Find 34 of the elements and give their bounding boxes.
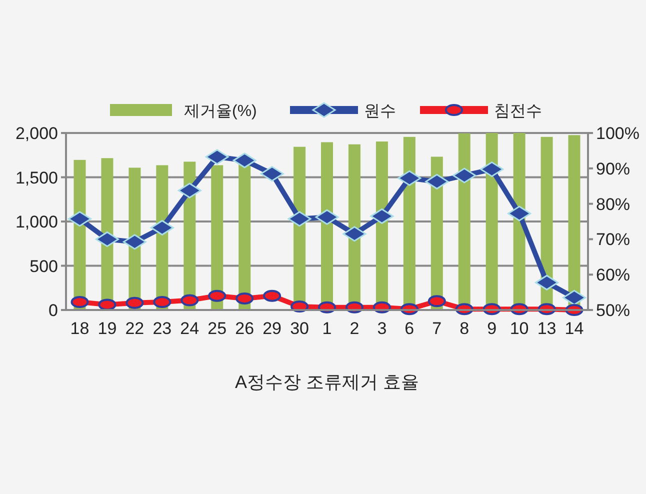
text: A정수장 조류제거 효율 (234, 372, 420, 392)
y-tick-label: 500 (30, 256, 58, 276)
x-tick-label: 22 (125, 319, 144, 338)
x-tick-label: 14 (564, 319, 584, 338)
legend-label: 원수 (364, 103, 396, 120)
x-tick-label: 13 (537, 319, 556, 338)
legend-label: 제거율(%) (184, 103, 257, 120)
x-tick-label: 30 (290, 319, 309, 338)
y2-tick-label: 90% (596, 159, 630, 178)
y2-tick-label: 70% (596, 230, 630, 250)
x-tick-label: 18 (70, 319, 90, 338)
x-tick-label: 10 (510, 319, 529, 338)
x-tick-label: 2 (350, 319, 360, 338)
x-tick-label: 8 (460, 319, 470, 338)
x-tick-label: 3 (377, 319, 387, 338)
x-tick-label: 26 (235, 319, 254, 338)
y2-tick-label: 100% (596, 124, 640, 143)
y-tick-label: 2,000 (15, 124, 58, 143)
x-tick-label: 9 (487, 319, 497, 338)
y-tick-label: 1,000 (15, 212, 58, 232)
y2-tick-label: 80% (596, 194, 630, 214)
legend-label: 침전수 (494, 103, 542, 120)
y-tick-label: 1,500 (15, 168, 58, 188)
x-tick-label: 19 (98, 319, 117, 338)
x-tick-label: 23 (152, 319, 172, 338)
x-tick-label: 24 (180, 319, 200, 338)
x-tick-label: 1 (322, 319, 332, 338)
y2-tick-label: 50% (596, 301, 630, 320)
x-tick-label: 29 (262, 319, 282, 338)
x-tick-label: 7 (432, 319, 442, 338)
x-tick-label: 6 (404, 319, 414, 338)
y2-tick-label: 60% (596, 266, 630, 285)
x-tick-label: 25 (208, 319, 227, 338)
y-tick-label: 0 (48, 301, 58, 320)
